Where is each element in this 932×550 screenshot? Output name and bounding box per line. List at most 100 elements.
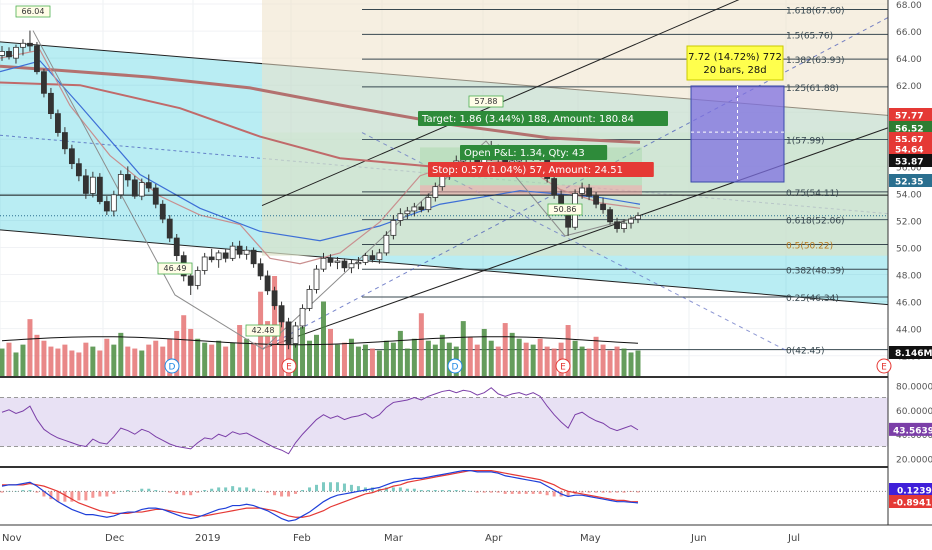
volume-bar: [62, 344, 68, 376]
volume-bar: [397, 330, 403, 376]
volume-bar: [586, 348, 592, 376]
macd-histogram-bar: [70, 491, 74, 502]
volume-bar: [41, 340, 47, 376]
candle-body: [82, 175, 89, 194]
volume-bar: [76, 352, 82, 376]
volume-bar: [628, 352, 634, 376]
macd-histogram-bar: [287, 491, 291, 497]
price-axis-tick: 66.00: [896, 28, 922, 38]
macd-histogram-bar: [349, 484, 353, 492]
candle-body: [187, 275, 194, 286]
candle-body: [222, 252, 229, 259]
rsi-badge: [889, 422, 932, 436]
macd-histogram-bar: [126, 490, 130, 492]
volume-bar: [327, 328, 333, 376]
macd-histogram-bar: [328, 482, 332, 492]
price-badge-text: 52.35: [895, 178, 923, 188]
volume-average-line: [1, 336, 639, 346]
candle-body: [257, 263, 264, 277]
macd-histogram-bar: [28, 490, 32, 492]
candle-body: [103, 201, 110, 212]
macd-signal-line: [2, 469, 638, 518]
candle-body: [124, 174, 131, 181]
candle-body: [551, 178, 558, 196]
fib-level-label: 0(42.45): [786, 347, 825, 357]
position-label-box: [418, 111, 668, 126]
candle-body: [75, 163, 82, 177]
volume-bar: [111, 344, 117, 376]
macd-histogram-bar: [301, 490, 305, 492]
macd-histogram-bar: [119, 491, 123, 492]
volume-bar: [376, 350, 382, 376]
macd-badge: [889, 483, 932, 496]
event-marker-text: E: [881, 363, 887, 373]
macd-histogram-bar: [454, 490, 458, 492]
volume-bar: [216, 340, 222, 376]
macd-histogram-bar: [308, 487, 312, 492]
candle-body: [600, 203, 606, 211]
volume-bar: [90, 346, 96, 376]
macd-histogram-bar: [447, 490, 451, 492]
rsi-axis-tick: 60.0000: [896, 407, 932, 417]
candle-body: [34, 45, 40, 73]
volume-bar: [383, 340, 389, 376]
price-badge: [889, 108, 932, 121]
macd-histogram-bar: [517, 491, 521, 494]
time-axis-label: Dec: [105, 533, 124, 544]
time-axis-label: Nov: [2, 533, 22, 544]
macd-histogram-bar: [363, 487, 367, 492]
macd-histogram-bar: [321, 482, 325, 492]
candle-body: [152, 187, 159, 205]
candle-body: [96, 176, 103, 202]
macd-histogram-bar: [440, 490, 444, 492]
rsi-badge-text: 43.5639: [893, 426, 932, 436]
position-label-text: Target: 1.86 (3.44%) 188, Amount: 180.84: [421, 114, 634, 125]
candle-body: [194, 270, 201, 286]
fib-level-label: 1.5(65.76): [786, 31, 833, 41]
candle-body: [348, 263, 355, 269]
macd-histogram-bar: [370, 487, 374, 492]
price-badge: [889, 142, 932, 155]
fib-level-label: 1.618(67.60): [786, 6, 845, 16]
event-marker: [555, 358, 571, 374]
macd-histogram-bar: [615, 491, 619, 493]
macd-histogram-bar: [273, 491, 277, 496]
candle-body: [306, 289, 313, 309]
volume-bar: [432, 344, 438, 376]
macd-histogram-bar: [182, 491, 186, 496]
volume-bar: [607, 350, 613, 376]
zigzag-line: [32, 30, 636, 350]
candle-body: [614, 221, 620, 229]
candle-body: [250, 249, 257, 265]
macd-histogram-bar: [133, 491, 137, 492]
volume-bar: [237, 325, 243, 376]
candle-body: [27, 42, 33, 47]
volume-bar: [293, 338, 299, 376]
volume-bar: [614, 346, 620, 376]
volume-bar: [530, 344, 536, 376]
volume-bar: [572, 340, 578, 376]
price-badge: [889, 174, 932, 187]
volume-bar: [537, 338, 543, 376]
macd-histogram-bar: [622, 491, 626, 493]
candle-body: [432, 186, 439, 198]
time-axis-label: Apr: [485, 533, 503, 544]
macd-histogram-bar: [98, 491, 102, 497]
event-marker-text: D: [452, 363, 459, 373]
volume-bar: [132, 348, 138, 376]
volume-bar: [551, 348, 557, 376]
macd-histogram-bar: [175, 491, 179, 494]
macd-histogram-bar: [7, 491, 11, 492]
price-axis-tick: 48.00: [896, 272, 922, 282]
macd-histogram-bar: [49, 491, 53, 500]
macd-histogram-bar: [412, 488, 416, 492]
volume-bar: [139, 350, 145, 376]
macd-histogram-bar: [196, 491, 200, 493]
macd-histogram-bar: [105, 491, 109, 497]
candle-body: [236, 245, 243, 255]
time-axis-label: 2019: [195, 533, 220, 544]
candle-body: [201, 256, 208, 271]
moving-average-line: [0, 64, 641, 144]
